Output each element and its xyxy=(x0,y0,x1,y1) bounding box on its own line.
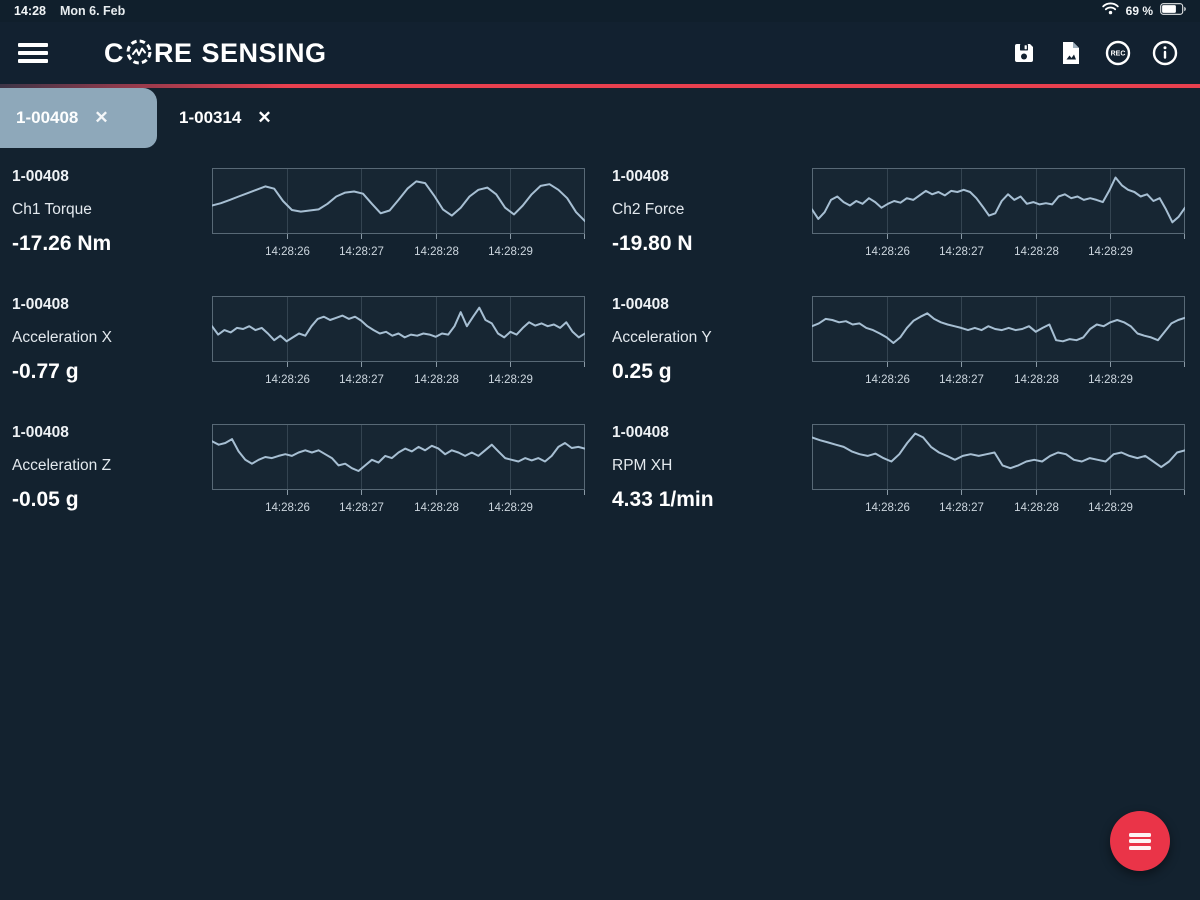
svg-text:14:28:29: 14:28:29 xyxy=(1088,246,1133,258)
svg-text:14:28:27: 14:28:27 xyxy=(339,502,384,514)
brand-text-sensing: SENSING xyxy=(201,37,327,68)
info-icon[interactable] xyxy=(1152,40,1178,66)
list-icon xyxy=(1129,832,1151,850)
device-id: 1-00408 xyxy=(612,168,669,185)
tab-label: 1-00408 xyxy=(16,108,79,127)
save-icon[interactable] xyxy=(1011,40,1037,66)
close-tab-icon[interactable]: ✕ xyxy=(257,108,272,127)
battery-percent: 69 % xyxy=(1125,4,1153,18)
wifi-icon xyxy=(1101,2,1119,20)
status-left: 14:28 Mon 6. Feb xyxy=(14,4,125,18)
channel-name: Acceleration X xyxy=(12,329,112,346)
sensor-panel[interactable]: 1-00408 Acceleration Y 0.25 g 14:28:26 14:28… xyxy=(612,288,1186,388)
svg-text:14:28:29: 14:28:29 xyxy=(488,374,533,386)
panel-info: 1-00408 Ch2 Force -19.80 N xyxy=(612,160,812,260)
app-header: C RE SENSING xyxy=(0,22,1200,84)
live-value: -0.77 g xyxy=(12,360,79,383)
svg-text:14:28:28: 14:28:28 xyxy=(414,246,459,258)
svg-text:14:28:26: 14:28:26 xyxy=(265,246,310,258)
svg-text:14:28:29: 14:28:29 xyxy=(1088,502,1133,514)
device-id: 1-00408 xyxy=(612,296,669,313)
svg-text:14:28:28: 14:28:28 xyxy=(1014,502,1059,514)
channel-name: Ch1 Torque xyxy=(12,201,92,218)
live-value: -17.26 Nm xyxy=(12,232,112,255)
menu-icon[interactable] xyxy=(18,43,48,63)
live-value: -0.05 g xyxy=(12,488,79,511)
battery-icon xyxy=(1160,2,1186,20)
mini-line-chart[interactable]: 14:28:26 14:28:27 14:28:28 14:28:29 xyxy=(211,168,586,260)
channel-name: RPM XH xyxy=(612,457,673,474)
status-date: Mon 6. Feb xyxy=(59,4,126,18)
svg-text:14:28:26: 14:28:26 xyxy=(865,502,910,514)
tab-bar: 1-00408 ✕ 1-00314 ✕ xyxy=(0,88,1200,148)
svg-text:14:28:28: 14:28:28 xyxy=(1014,374,1059,386)
sensor-grid: 1-00408 Ch1 Torque -17.26 Nm 14:28:26 14:28:… xyxy=(0,148,1200,516)
mini-line-chart[interactable]: 14:28:26 14:28:27 14:28:28 14:28:29 xyxy=(211,296,586,388)
channel-name: Acceleration Y xyxy=(612,329,712,346)
svg-text:14:28:29: 14:28:29 xyxy=(488,246,533,258)
sensor-panel[interactable]: 1-00408 Acceleration X -0.77 g 14:28:26 14:2… xyxy=(12,288,586,388)
accent-divider xyxy=(0,84,1200,88)
mini-line-chart[interactable]: 14:28:26 14:28:27 14:28:28 14:28:29 xyxy=(811,424,1186,516)
sensor-panel[interactable]: 1-00408 Acceleration Z -0.05 g 14:28:26 14:2… xyxy=(12,416,586,516)
sensor-panel[interactable]: 1-00408 Ch1 Torque -17.26 Nm 14:28:26 14:28:… xyxy=(12,160,586,260)
svg-text:14:28:28: 14:28:28 xyxy=(1014,246,1059,258)
live-value: 4.33 1/min xyxy=(612,488,714,511)
svg-text:14:28:26: 14:28:26 xyxy=(865,374,910,386)
status-right: 69 % xyxy=(1101,2,1186,20)
channel-name: Acceleration Z xyxy=(12,457,112,474)
svg-text:REC: REC xyxy=(1111,51,1126,58)
device-id: 1-00408 xyxy=(12,296,69,313)
tab-1-00408[interactable]: 1-00408 ✕ xyxy=(0,88,157,148)
device-id: 1-00408 xyxy=(612,424,669,441)
fab-menu-button[interactable] xyxy=(1110,811,1170,871)
export-file-icon[interactable] xyxy=(1058,40,1084,66)
panel-info: 1-00408 Acceleration Z -0.05 g xyxy=(12,416,212,516)
status-time: 14:28 xyxy=(14,4,46,18)
svg-text:14:28:26: 14:28:26 xyxy=(865,246,910,258)
svg-text:14:28:29: 14:28:29 xyxy=(488,502,533,514)
svg-text:14:28:27: 14:28:27 xyxy=(339,374,384,386)
brand-text-c: C xyxy=(104,37,124,68)
svg-text:14:28:28: 14:28:28 xyxy=(414,502,459,514)
status-bar: 14:28 Mon 6. Feb 69 % xyxy=(0,0,1200,22)
svg-text:14:28:29: 14:28:29 xyxy=(1088,374,1133,386)
tab-label: 1-00314 xyxy=(179,108,242,127)
panel-info: 1-00408 RPM XH 4.33 1/min xyxy=(612,416,812,516)
svg-text:14:28:26: 14:28:26 xyxy=(265,502,310,514)
channel-name: Ch2 Force xyxy=(612,201,685,218)
sensor-panel[interactable]: 1-00408 Ch2 Force -19.80 N 14:28:26 14:28:27… xyxy=(612,160,1186,260)
svg-text:14:28:27: 14:28:27 xyxy=(939,374,984,386)
rec-icon[interactable]: REC xyxy=(1105,40,1131,66)
mini-line-chart[interactable]: 14:28:26 14:28:27 14:28:28 14:28:29 xyxy=(811,296,1186,388)
panel-info: 1-00408 Acceleration X -0.77 g xyxy=(12,288,212,388)
device-id: 1-00408 xyxy=(12,424,69,441)
svg-text:14:28:27: 14:28:27 xyxy=(939,502,984,514)
live-value: -19.80 N xyxy=(612,232,693,255)
svg-text:14:28:27: 14:28:27 xyxy=(939,246,984,258)
brand-text-re: RE xyxy=(154,37,193,68)
panel-info: 1-00408 Ch1 Torque -17.26 Nm xyxy=(12,160,212,260)
tab-1-00314[interactable]: 1-00314 ✕ xyxy=(163,88,290,148)
header-icons: REC xyxy=(1011,40,1186,66)
live-value: 0.25 g xyxy=(612,360,672,383)
gauge-logo-icon xyxy=(125,38,153,71)
device-id: 1-00408 xyxy=(12,168,69,185)
close-tab-icon[interactable]: ✕ xyxy=(94,108,109,127)
sensor-panel[interactable]: 1-00408 RPM XH 4.33 1/min 14:28:26 14:28:27 1… xyxy=(612,416,1186,516)
svg-text:14:28:28: 14:28:28 xyxy=(414,374,459,386)
mini-line-chart[interactable]: 14:28:26 14:28:27 14:28:28 14:28:29 xyxy=(211,424,586,516)
mini-line-chart[interactable]: 14:28:26 14:28:27 14:28:28 14:28:29 xyxy=(811,168,1186,260)
svg-text:14:28:26: 14:28:26 xyxy=(265,374,310,386)
panel-info: 1-00408 Acceleration Y 0.25 g xyxy=(612,288,812,388)
svg-text:14:28:27: 14:28:27 xyxy=(339,246,384,258)
brand-logo: C RE SENSING xyxy=(104,37,327,70)
